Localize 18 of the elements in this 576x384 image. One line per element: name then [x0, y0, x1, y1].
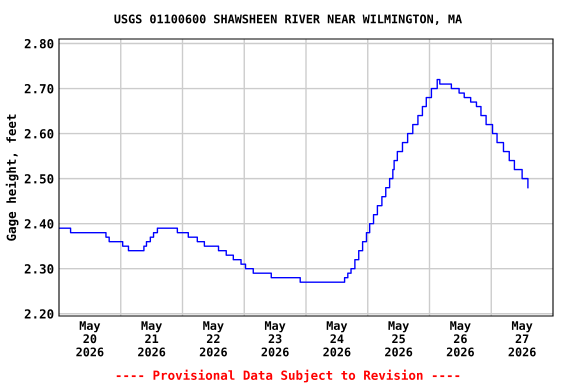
- x-tick-label: May 25 2026: [385, 321, 412, 356]
- x-tick-label: May 26 2026: [446, 321, 474, 356]
- x-tick-label: May 23 2026: [262, 321, 289, 356]
- y-tick-label: 2.50: [24, 174, 54, 184]
- chart-title: USGS 01100600 SHAWSHEEN RIVER NEAR WILMINGTON, MA: [114, 14, 462, 25]
- y-tick-label: 2.80: [24, 38, 54, 48]
- y-tick-label: 2.40: [24, 219, 54, 229]
- text: ---- Provisional Data Subject to Revision ----: [116, 370, 460, 382]
- x-tick-label: May 20 2026: [76, 321, 104, 356]
- x-tick-label: May 22 2026: [200, 321, 227, 356]
- y-tick-label: 2.70: [24, 84, 54, 94]
- y-axis-title: Gage height, feet: [6, 114, 18, 241]
- y-tick-label: 2.20: [24, 309, 54, 319]
- x-tick-label: May 21 2026: [138, 321, 166, 356]
- x-tick-label: May 27 2026: [508, 321, 536, 356]
- y-tick-label: 2.60: [24, 129, 54, 139]
- x-tick-label: May 24 2026: [323, 321, 350, 356]
- y-tick-label: 2.30: [24, 264, 54, 274]
